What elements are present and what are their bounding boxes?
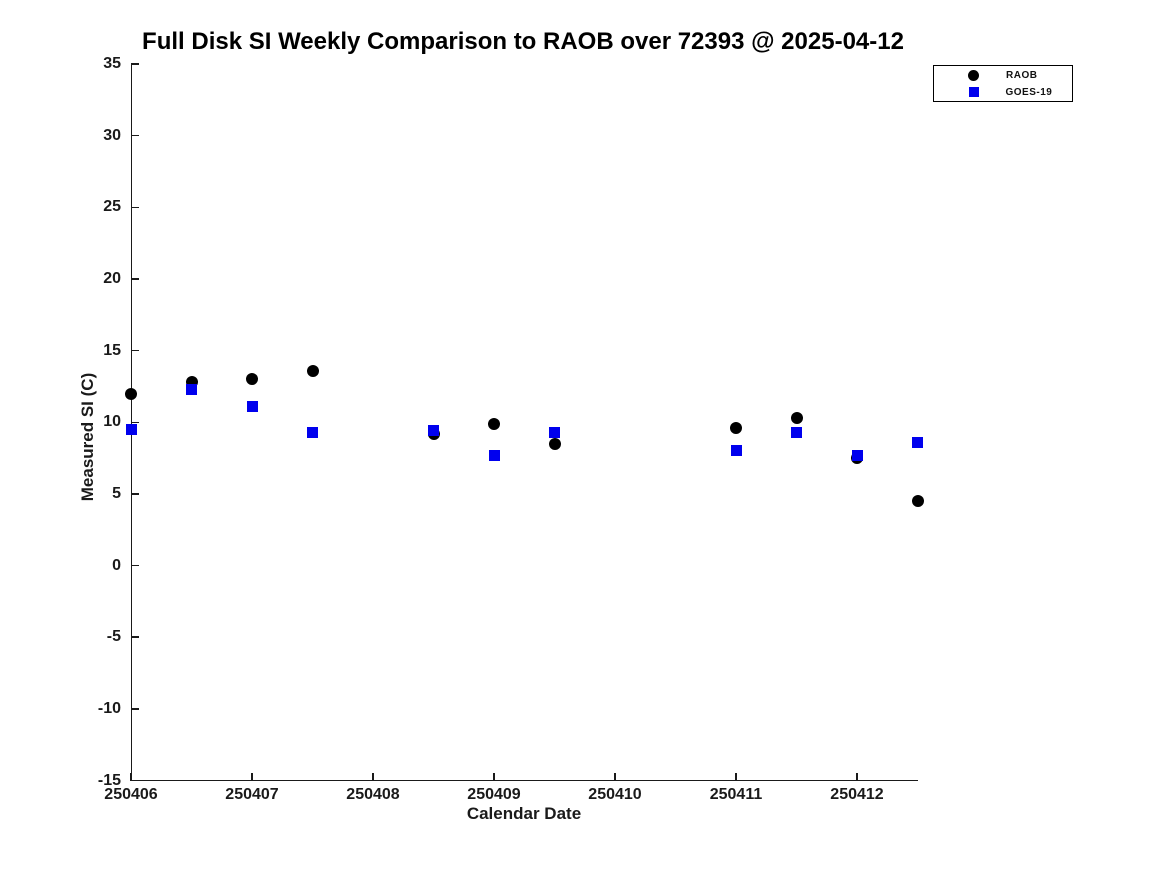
y-tick-label: -15 [97, 771, 121, 789]
y-tick-mark [131, 278, 139, 280]
data-point-goes-19 [730, 445, 742, 457]
x-tick-label: 250406 [104, 786, 158, 803]
x-tick-label: 250407 [225, 786, 279, 803]
legend-item-raob: RAOB [934, 67, 1072, 84]
data-point-goes-19 [488, 449, 500, 461]
x-tick-mark [493, 772, 495, 781]
y-tick-label: 15 [103, 341, 121, 359]
x-tick-mark [735, 772, 737, 781]
data-point-raob [730, 421, 742, 434]
x-tick-label: 250412 [830, 786, 884, 803]
x-tick-mark [372, 772, 374, 781]
y-tick-mark [131, 134, 139, 137]
data-point-goes-19 [851, 449, 863, 461]
legend-label-raob: RAOB [1006, 69, 1038, 81]
x-tick-mark [251, 772, 253, 781]
x-axis-label: Calendar Date [466, 804, 582, 823]
data-point-raob [246, 373, 258, 386]
y-tick-label: 30 [103, 126, 121, 144]
x-tick-label: 250409 [467, 786, 521, 803]
data-point-raob [125, 387, 137, 400]
y-tick-label: 0 [112, 556, 121, 574]
x-tick-label: 250408 [346, 786, 400, 803]
x-tick-label: 250410 [588, 786, 642, 803]
x-tick-mark [614, 772, 616, 781]
y-axis-label: Measured SI (C) [78, 372, 97, 502]
chart-title: Full Disk SI Weekly Comparison to RAOB o… [142, 28, 904, 55]
y-tick-label: -5 [106, 628, 121, 646]
y-tick-label: 35 [103, 55, 121, 72]
data-point-raob [488, 417, 500, 430]
y-tick-label: 10 [103, 413, 121, 431]
x-tick-mark [130, 772, 132, 781]
y-tick-mark [131, 349, 139, 352]
data-point-goes-19 [549, 426, 560, 438]
y-tick-mark [131, 779, 139, 782]
data-point-goes-19 [912, 436, 923, 448]
legend-item-goes19: GOES-19 [934, 84, 1072, 101]
x-tick-label: 250411 [709, 786, 763, 803]
y-tick-mark [131, 493, 139, 495]
y-tick-label: 5 [112, 484, 121, 502]
y-tick-mark [131, 636, 139, 638]
y-tick-mark [131, 63, 139, 65]
data-point-goes-19 [307, 426, 318, 438]
data-point-goes-19 [428, 425, 439, 437]
legend: RAOB GOES-19 [933, 65, 1073, 102]
data-point-goes-19 [791, 426, 802, 438]
data-point-raob [790, 411, 803, 424]
data-point-goes-19 [246, 400, 258, 412]
data-point-raob [911, 495, 924, 508]
y-tick-label: -10 [97, 699, 121, 717]
y-tick-mark [131, 421, 139, 423]
y-tick-label: 25 [103, 198, 121, 216]
data-point-goes-19 [186, 383, 197, 395]
goes19-square-marker-icon [968, 87, 979, 97]
y-tick-label: 20 [103, 269, 121, 287]
legend-label-goes19: GOES-19 [1005, 86, 1053, 98]
data-point-goes-19 [125, 423, 137, 435]
y-tick-mark [131, 564, 139, 567]
y-tick-mark [131, 206, 139, 209]
y-tick-mark [131, 708, 139, 710]
data-point-raob [306, 364, 319, 377]
raob-circle-marker-icon [968, 69, 979, 81]
data-point-raob [548, 437, 561, 450]
x-tick-mark [856, 772, 858, 781]
